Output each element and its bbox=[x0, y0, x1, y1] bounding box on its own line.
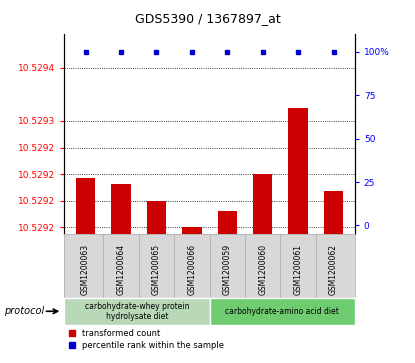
Bar bbox=[76, 178, 95, 234]
Text: carbohydrate-whey protein
hydrolysate diet: carbohydrate-whey protein hydrolysate di… bbox=[85, 302, 189, 321]
Text: GDS5390 / 1367897_at: GDS5390 / 1367897_at bbox=[134, 12, 281, 25]
Bar bbox=[182, 228, 202, 234]
Text: GSM1200060: GSM1200060 bbox=[258, 244, 267, 295]
Bar bbox=[111, 184, 131, 234]
Text: GSM1200064: GSM1200064 bbox=[117, 244, 125, 295]
Text: GSM1200066: GSM1200066 bbox=[187, 244, 196, 295]
Text: GSM1200063: GSM1200063 bbox=[81, 244, 90, 295]
Text: GSM1200065: GSM1200065 bbox=[152, 244, 161, 295]
Text: carbohydrate-amino acid diet: carbohydrate-amino acid diet bbox=[225, 307, 339, 316]
Bar bbox=[146, 201, 166, 234]
Legend: transformed count, percentile rank within the sample: transformed count, percentile rank withi… bbox=[65, 326, 227, 354]
Text: GSM1200061: GSM1200061 bbox=[294, 244, 303, 295]
Bar bbox=[288, 108, 308, 234]
Bar bbox=[253, 174, 273, 234]
Bar bbox=[217, 211, 237, 234]
Text: GSM1200059: GSM1200059 bbox=[223, 244, 232, 295]
Text: protocol: protocol bbox=[4, 306, 44, 316]
Text: GSM1200062: GSM1200062 bbox=[329, 244, 338, 295]
Bar bbox=[324, 191, 343, 234]
